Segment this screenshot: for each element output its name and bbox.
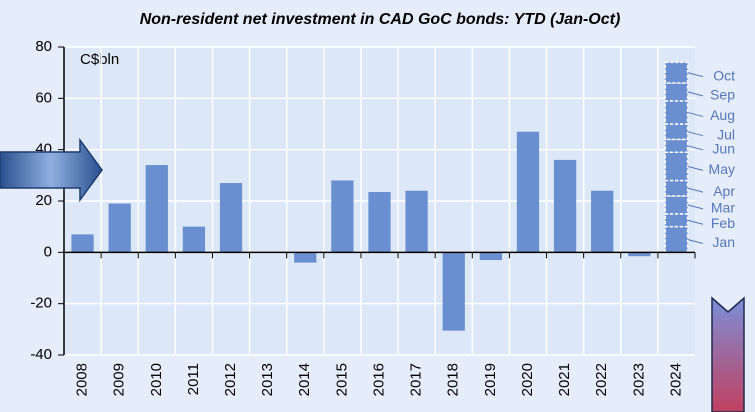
y-tick-label: 20 (35, 192, 52, 209)
bar (553, 159, 577, 253)
segment-label: Jan (712, 234, 735, 250)
leader-line (687, 204, 704, 210)
chart-title: Non-resident net investment in CAD GoC b… (140, 11, 621, 28)
leader-line (687, 91, 704, 97)
x-tick-label: 2020 (519, 363, 536, 396)
bar (368, 192, 391, 253)
x-tick-label: 2014 (296, 363, 313, 396)
bar (331, 180, 354, 253)
bar (182, 226, 206, 253)
leader-line (687, 165, 704, 171)
bar (294, 252, 317, 263)
x-tick-label: 2024 (667, 363, 684, 396)
segment-label: Apr (713, 183, 735, 199)
segment-label: Jul (717, 126, 735, 142)
x-tick-label: 2018 (445, 363, 462, 396)
x-tick-label: 2016 (370, 363, 387, 396)
nav-arrow-down[interactable] (711, 296, 745, 412)
leader-line (687, 72, 704, 78)
x-tick-label: 2008 (74, 363, 91, 396)
nav-arrow-right[interactable] (0, 137, 103, 203)
segment-label: Sep (710, 87, 735, 103)
segment-label: Jun (712, 141, 735, 157)
stack-segment (664, 179, 689, 197)
leader-line (687, 131, 704, 137)
stack-segment (664, 151, 689, 182)
x-tick-label: 2021 (556, 363, 573, 396)
bar (628, 252, 651, 257)
x-tick-label: 2022 (593, 363, 610, 396)
segment-label: Mar (711, 200, 735, 216)
leader-line (687, 239, 704, 244)
bar (516, 131, 540, 253)
y-tick-label: 0 (44, 243, 52, 260)
unit-label: C$bln (80, 51, 119, 68)
leader-line (687, 187, 704, 193)
segment-label: Aug (710, 107, 735, 123)
leader-line (687, 111, 704, 117)
y-tick-label: 80 (35, 38, 52, 55)
x-tick-label: 2010 (148, 363, 165, 396)
leader-line (687, 145, 704, 151)
bar (405, 190, 428, 253)
stack-segment (664, 123, 689, 141)
x-tick-label: 2015 (333, 363, 350, 396)
bar (219, 183, 243, 253)
x-tick-label: 2019 (482, 363, 499, 396)
bar (591, 190, 614, 253)
x-tick-label: 2017 (408, 363, 425, 396)
stack-segment (664, 138, 689, 153)
y-tick-label: 60 (35, 89, 52, 106)
x-tick-label: 2013 (259, 363, 276, 396)
bar (71, 234, 94, 253)
stack-segment (664, 225, 689, 254)
stack-segment (664, 213, 689, 228)
leader-line (687, 219, 704, 225)
stack-segment (664, 100, 689, 125)
x-tick-label: 2009 (111, 363, 128, 396)
segment-label: May (709, 161, 735, 177)
segment-label: Oct (713, 67, 735, 83)
stack-segment (664, 195, 689, 215)
bar (442, 252, 465, 331)
segment-label: Feb (711, 215, 735, 231)
x-tick-label: 2011 (185, 363, 202, 395)
stack-segment (664, 61, 689, 84)
stack-segment (664, 82, 689, 102)
x-tick-label: 2023 (630, 363, 647, 396)
bar (145, 165, 168, 253)
bar (108, 203, 131, 253)
x-tick-label: 2012 (222, 363, 239, 396)
y-tick-label: -40 (30, 346, 52, 363)
y-tick-label: -20 (30, 295, 52, 312)
bar (479, 252, 502, 261)
